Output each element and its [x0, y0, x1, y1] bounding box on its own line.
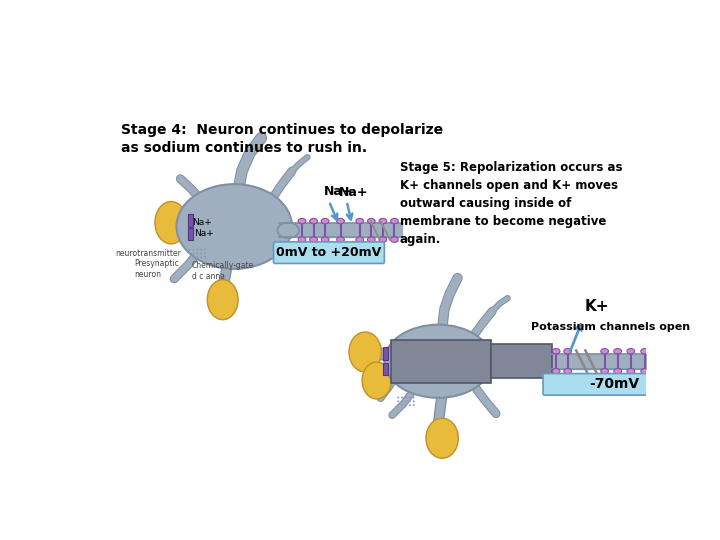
Ellipse shape [367, 218, 375, 224]
Ellipse shape [310, 237, 318, 242]
Ellipse shape [298, 218, 306, 224]
FancyBboxPatch shape [274, 242, 384, 264]
Ellipse shape [337, 218, 344, 224]
Ellipse shape [192, 256, 194, 258]
Bar [490, 345, 552, 378]
Bar [390, 340, 490, 383]
Ellipse shape [564, 369, 572, 374]
Ellipse shape [200, 253, 202, 254]
Ellipse shape [390, 237, 398, 242]
Ellipse shape [189, 248, 191, 251]
Ellipse shape [204, 256, 206, 258]
Text: Na+: Na+ [339, 186, 369, 199]
Text: K+: K+ [585, 299, 609, 314]
Text: Na+: Na+ [323, 185, 353, 198]
Text: -70mV: -70mV [589, 377, 639, 392]
Ellipse shape [200, 248, 202, 251]
Ellipse shape [614, 369, 621, 374]
Ellipse shape [356, 237, 364, 242]
Ellipse shape [397, 400, 399, 402]
Ellipse shape [397, 404, 399, 406]
Ellipse shape [654, 369, 662, 374]
Bar [188, 214, 194, 226]
Ellipse shape [627, 348, 634, 354]
Ellipse shape [192, 253, 194, 254]
Bar [383, 363, 388, 375]
Ellipse shape [627, 369, 634, 374]
Ellipse shape [349, 332, 382, 372]
Ellipse shape [409, 400, 411, 402]
Ellipse shape [155, 201, 187, 244]
Ellipse shape [362, 362, 392, 399]
Text: Na+: Na+ [192, 218, 212, 227]
Ellipse shape [413, 400, 415, 402]
Ellipse shape [367, 237, 375, 242]
Ellipse shape [204, 253, 206, 254]
Ellipse shape [413, 396, 415, 399]
Ellipse shape [310, 218, 318, 224]
Ellipse shape [401, 404, 403, 406]
Ellipse shape [189, 256, 191, 258]
Text: neurotransmitter: neurotransmitter [115, 249, 181, 258]
Ellipse shape [600, 369, 608, 374]
Ellipse shape [409, 396, 411, 399]
Text: Chemically-gate
d c anna: Chemically-gate d c anna [192, 261, 254, 281]
Ellipse shape [356, 218, 364, 224]
Ellipse shape [321, 218, 329, 224]
Ellipse shape [405, 396, 407, 399]
Ellipse shape [197, 253, 198, 254]
Ellipse shape [654, 348, 662, 354]
Ellipse shape [405, 400, 407, 402]
Ellipse shape [426, 418, 459, 458]
Text: Presynaptic
neuron: Presynaptic neuron [134, 259, 179, 279]
Ellipse shape [401, 400, 403, 402]
Ellipse shape [413, 404, 415, 406]
Ellipse shape [390, 218, 398, 224]
Ellipse shape [667, 369, 675, 374]
Ellipse shape [337, 237, 344, 242]
Ellipse shape [197, 256, 198, 258]
Ellipse shape [397, 396, 399, 399]
Ellipse shape [189, 253, 191, 254]
Ellipse shape [321, 237, 329, 242]
Ellipse shape [379, 237, 387, 242]
Text: Potassium channels open: Potassium channels open [531, 322, 690, 333]
Ellipse shape [564, 348, 572, 354]
Ellipse shape [200, 256, 202, 258]
Ellipse shape [614, 348, 621, 354]
Ellipse shape [641, 348, 649, 354]
Ellipse shape [641, 369, 649, 374]
Ellipse shape [192, 248, 194, 251]
Ellipse shape [384, 325, 492, 398]
Ellipse shape [176, 184, 292, 269]
Text: 0mV to +20mV: 0mV to +20mV [276, 246, 382, 259]
Ellipse shape [409, 404, 411, 406]
Text: Na+: Na+ [194, 229, 214, 238]
Ellipse shape [552, 369, 560, 374]
Bar [188, 228, 194, 240]
Bar [383, 347, 388, 360]
Ellipse shape [405, 404, 407, 406]
Ellipse shape [379, 218, 387, 224]
Text: Stage 5: Repolarization occurs as
K+ channels open and K+ moves
outward causing : Stage 5: Repolarization occurs as K+ cha… [400, 161, 622, 246]
Ellipse shape [204, 248, 206, 251]
Ellipse shape [401, 396, 403, 399]
Ellipse shape [552, 348, 560, 354]
Ellipse shape [207, 280, 238, 320]
Text: Stage 4:  Neuron continues to depolarize
as sodium continues to rush in.: Stage 4: Neuron continues to depolarize … [121, 123, 444, 155]
Ellipse shape [277, 222, 299, 238]
Ellipse shape [298, 237, 306, 242]
Ellipse shape [600, 348, 608, 354]
Ellipse shape [667, 348, 675, 354]
Ellipse shape [197, 248, 198, 251]
FancyBboxPatch shape [543, 374, 685, 395]
